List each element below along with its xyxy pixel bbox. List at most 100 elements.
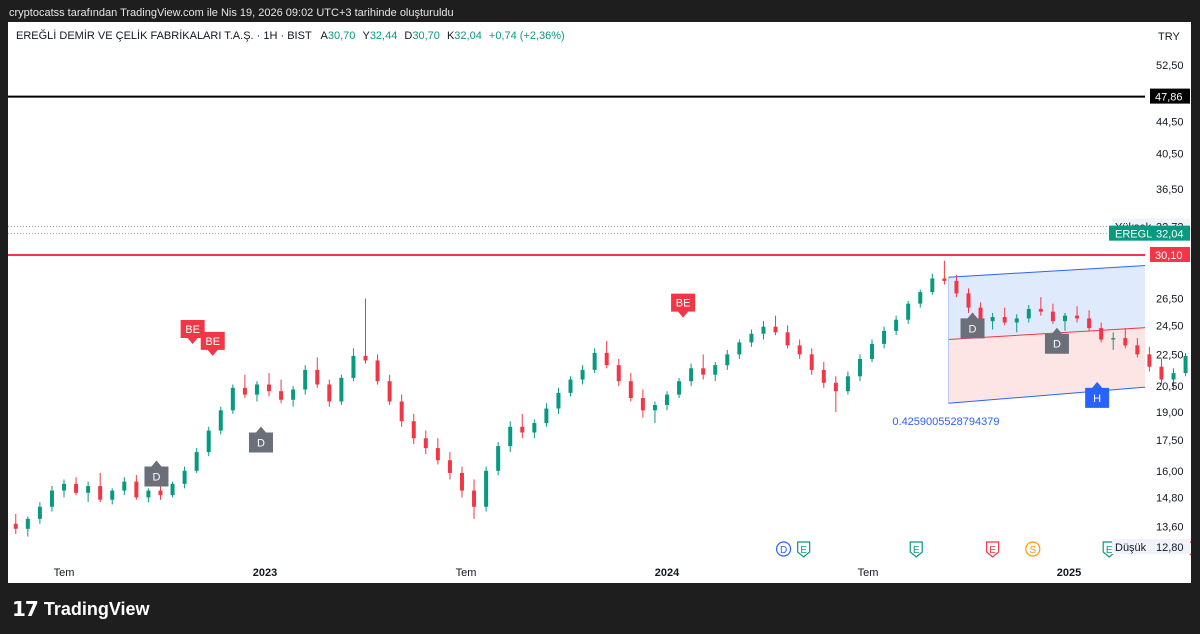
candle bbox=[110, 488, 115, 505]
candle-body bbox=[74, 483, 79, 493]
candle bbox=[1026, 304, 1031, 323]
candle bbox=[1099, 322, 1104, 343]
signal-marker-d[interactable]: D bbox=[144, 460, 169, 487]
candle bbox=[170, 481, 175, 498]
time-axis-label: Tem bbox=[456, 567, 477, 579]
candle-body bbox=[49, 490, 54, 507]
candle-body bbox=[303, 369, 308, 390]
channel-upper-line[interactable] bbox=[948, 265, 1146, 278]
candlestick-chart[interactable]: 0.4259005528794379 BEBEBEBEBEBEDDDDH DEE… bbox=[8, 22, 1191, 583]
hline-price-tag[interactable] bbox=[1150, 246, 1190, 262]
candle-body bbox=[725, 354, 730, 366]
event-label: E bbox=[800, 545, 807, 556]
horizontal-lines[interactable] bbox=[8, 95, 1145, 256]
marker-label: BE bbox=[185, 324, 200, 336]
candle bbox=[508, 421, 513, 453]
candle-body bbox=[616, 365, 621, 382]
event-shape bbox=[797, 541, 811, 558]
candle-body bbox=[520, 426, 525, 433]
candle-body bbox=[496, 446, 501, 471]
event-badge[interactable]: E bbox=[909, 541, 923, 558]
candle bbox=[1123, 328, 1128, 349]
price-axis-label: 20,50 bbox=[1156, 381, 1184, 393]
candle-body bbox=[1135, 345, 1140, 355]
candle-body bbox=[399, 401, 404, 422]
event-label: D bbox=[780, 545, 787, 556]
candle-body bbox=[773, 326, 778, 333]
candle bbox=[761, 321, 766, 340]
candle-body bbox=[37, 506, 42, 519]
currency-label[interactable]: TRY bbox=[1158, 31, 1180, 43]
candle-body bbox=[1147, 354, 1152, 367]
candle-body bbox=[423, 438, 428, 449]
candle-body bbox=[411, 421, 416, 439]
price-tag-1[interactable]: EREGL 32,04 bbox=[1109, 225, 1190, 241]
signal-marker-d[interactable]: D bbox=[960, 312, 985, 339]
chart-caption: cryptocatss tarafından TradingView.com i… bbox=[9, 7, 454, 19]
signal-marker-d[interactable]: D bbox=[248, 426, 273, 453]
channel-ratio-label: 0.4259005528794379 bbox=[892, 416, 999, 428]
hline-price-tag[interactable] bbox=[1150, 88, 1190, 104]
brand-name: TradingView bbox=[43, 598, 150, 619]
channel-lower-line[interactable] bbox=[948, 386, 1146, 404]
candle bbox=[1183, 352, 1188, 377]
candle-body bbox=[556, 392, 561, 409]
signal-marker-be[interactable]: BE bbox=[200, 331, 225, 356]
signal-markers[interactable]: BEBEBEBEBEBEDDDDH bbox=[8, 218, 1191, 487]
price-tag-2[interactable]: Düşük 12,80 bbox=[1112, 539, 1190, 554]
price-axis-label: 24,50 bbox=[1156, 320, 1184, 332]
candle-body bbox=[942, 278, 947, 281]
candle-body bbox=[1026, 308, 1031, 319]
chart-panel[interactable]: 0.4259005528794379 BEBEBEBEBEBEDDDDH DEE… bbox=[8, 22, 1191, 583]
candle bbox=[954, 274, 959, 298]
candle-body bbox=[628, 381, 633, 399]
candle bbox=[423, 430, 428, 455]
price-axis-label: 17,50 bbox=[1156, 435, 1184, 447]
candle-body bbox=[122, 481, 127, 491]
price-axis-label: 40,50 bbox=[1156, 149, 1184, 161]
price-tag-bg bbox=[1109, 225, 1190, 241]
candle-body bbox=[689, 368, 694, 382]
marker-label: D bbox=[969, 323, 977, 335]
candle bbox=[327, 379, 332, 407]
marker-label: D bbox=[1053, 339, 1061, 351]
candle bbox=[906, 301, 911, 324]
symbol-title: EREĞLİ DEMİR VE ÇELİK FABRİKALARI T.A.Ş.… bbox=[16, 30, 312, 42]
candle-body bbox=[677, 381, 682, 395]
candle-body bbox=[375, 360, 380, 382]
candle-body bbox=[146, 490, 151, 498]
event-badge[interactable]: S bbox=[1025, 541, 1041, 557]
candle-body bbox=[918, 292, 923, 304]
event-shape bbox=[775, 541, 792, 557]
event-badge[interactable]: D bbox=[775, 541, 792, 557]
candle-body bbox=[267, 384, 272, 392]
candle bbox=[447, 452, 452, 480]
signal-marker-be[interactable]: BE bbox=[671, 293, 696, 318]
candle bbox=[665, 391, 669, 411]
marker-shape bbox=[180, 320, 205, 345]
candle-body bbox=[1123, 338, 1128, 346]
candle bbox=[13, 513, 18, 534]
price-axis-label: 26,50 bbox=[1156, 293, 1184, 305]
candles bbox=[13, 260, 1188, 537]
candle bbox=[1135, 338, 1140, 358]
price-axis-label: 52,50 bbox=[1156, 60, 1184, 72]
candle-body bbox=[170, 483, 175, 496]
candle bbox=[1171, 368, 1176, 390]
event-badge[interactable]: E bbox=[797, 541, 811, 558]
candle-body bbox=[86, 486, 91, 493]
price-axis-label: 16,00 bbox=[1156, 466, 1184, 478]
signal-marker-be[interactable]: BE bbox=[180, 320, 205, 345]
signal-marker-h[interactable]: H bbox=[1085, 381, 1110, 408]
candle bbox=[821, 362, 826, 388]
candle-body bbox=[640, 398, 645, 411]
signal-marker-d[interactable]: D bbox=[1044, 327, 1069, 354]
candle bbox=[484, 466, 489, 512]
candle bbox=[556, 387, 561, 414]
candle bbox=[640, 389, 645, 418]
candle bbox=[279, 379, 284, 404]
event-badge[interactable]: E bbox=[986, 541, 1000, 558]
candle bbox=[339, 374, 344, 405]
candle bbox=[1014, 314, 1019, 333]
candle bbox=[797, 339, 802, 359]
